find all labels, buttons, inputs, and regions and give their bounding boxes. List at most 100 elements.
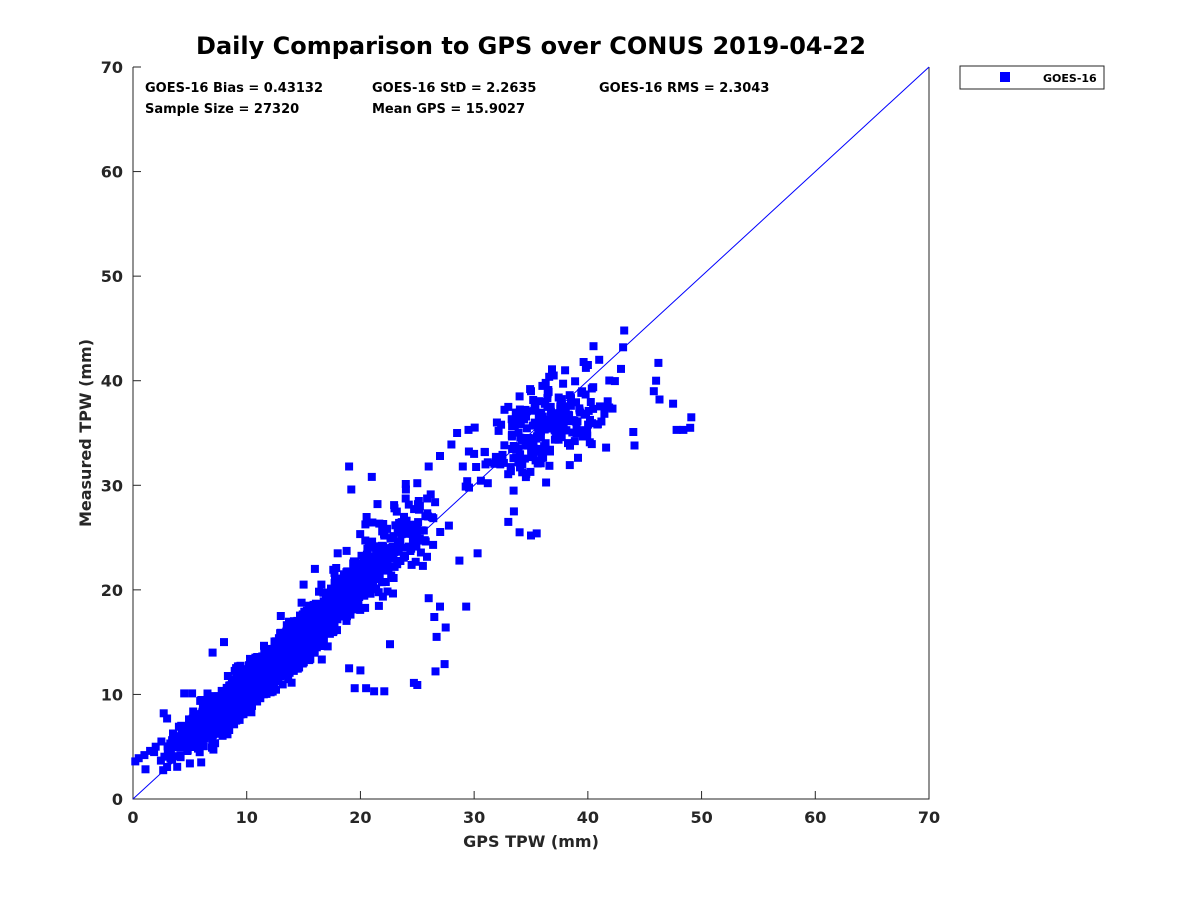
data-point <box>236 680 245 689</box>
data-point <box>568 428 577 437</box>
data-point <box>514 444 523 453</box>
data-point <box>649 387 658 396</box>
data-point <box>317 580 326 589</box>
data-point <box>174 741 183 750</box>
data-point <box>310 564 319 573</box>
data-point <box>354 598 363 607</box>
data-point <box>289 617 298 626</box>
data-point <box>230 684 239 693</box>
series-goes16 <box>131 326 696 775</box>
data-point <box>339 574 347 583</box>
legend-box <box>959 65 1105 90</box>
data-point <box>538 381 547 390</box>
data-point <box>372 567 381 575</box>
data-point <box>159 709 168 718</box>
data-point <box>432 632 441 641</box>
data-point <box>356 530 365 539</box>
data-point <box>361 536 370 545</box>
data-point <box>583 428 592 437</box>
data-point <box>264 656 273 665</box>
data-point <box>534 425 543 434</box>
data-point <box>595 355 604 364</box>
data-point <box>424 594 433 603</box>
data-point <box>195 748 204 757</box>
data-point <box>418 561 427 570</box>
data-point <box>310 648 319 657</box>
data-point <box>363 544 372 553</box>
data-point <box>515 528 524 537</box>
data-point <box>580 410 589 419</box>
data-point <box>272 685 280 694</box>
data-point <box>497 420 506 429</box>
data-point <box>522 469 531 478</box>
data-point <box>395 528 404 537</box>
data-point <box>589 404 598 413</box>
data-point <box>346 610 355 619</box>
data-point <box>191 735 200 744</box>
data-point <box>256 664 265 673</box>
data-point <box>523 440 532 449</box>
data-point <box>561 366 570 375</box>
data-point <box>159 766 168 775</box>
data-point <box>483 479 492 488</box>
data-point <box>277 660 286 669</box>
y-tick-label: 40 <box>101 372 123 391</box>
data-point <box>290 658 299 667</box>
x-tick-label: 70 <box>918 808 940 827</box>
data-point <box>157 737 166 746</box>
data-point <box>168 743 177 752</box>
data-point <box>166 749 175 757</box>
data-point <box>566 441 574 450</box>
data-point <box>406 547 415 555</box>
stat-rms: GOES-16 RMS = 2.3043 <box>599 81 769 96</box>
data-point <box>429 540 438 549</box>
data-point <box>293 664 302 673</box>
data-point <box>209 745 218 754</box>
data-point <box>370 584 379 593</box>
data-point <box>353 591 362 600</box>
data-point <box>367 567 376 576</box>
data-point <box>283 630 292 639</box>
data-point <box>549 415 558 423</box>
data-point <box>431 498 440 507</box>
data-point <box>654 358 663 367</box>
data-point <box>266 644 275 653</box>
data-point <box>541 397 550 406</box>
data-point <box>216 695 225 704</box>
data-point <box>318 627 327 636</box>
data-point <box>359 575 368 584</box>
data-point <box>587 384 596 393</box>
data-point <box>629 428 638 436</box>
data-point <box>267 650 276 659</box>
data-point <box>423 509 432 518</box>
data-point <box>515 392 524 401</box>
data-point <box>335 579 344 588</box>
data-point <box>351 558 359 567</box>
data-point <box>208 648 217 657</box>
data-point <box>339 570 348 579</box>
data-point <box>361 520 370 529</box>
data-point <box>228 694 237 703</box>
data-point <box>198 702 207 711</box>
data-point <box>297 598 306 607</box>
data-point <box>504 402 513 411</box>
data-point <box>299 580 308 589</box>
data-point <box>368 537 377 546</box>
data-point <box>384 565 393 574</box>
data-point <box>146 746 155 755</box>
data-point <box>546 402 555 411</box>
data-point <box>334 600 343 609</box>
data-point <box>337 587 346 595</box>
data-point <box>312 643 321 652</box>
data-point <box>292 632 301 641</box>
data-point <box>333 549 342 558</box>
data-point <box>222 703 231 711</box>
data-point <box>364 555 373 564</box>
data-point <box>595 402 604 411</box>
data-point <box>472 463 481 471</box>
data-point <box>566 401 575 410</box>
data-point <box>225 686 234 695</box>
data-point <box>196 696 205 705</box>
data-point <box>134 754 143 763</box>
